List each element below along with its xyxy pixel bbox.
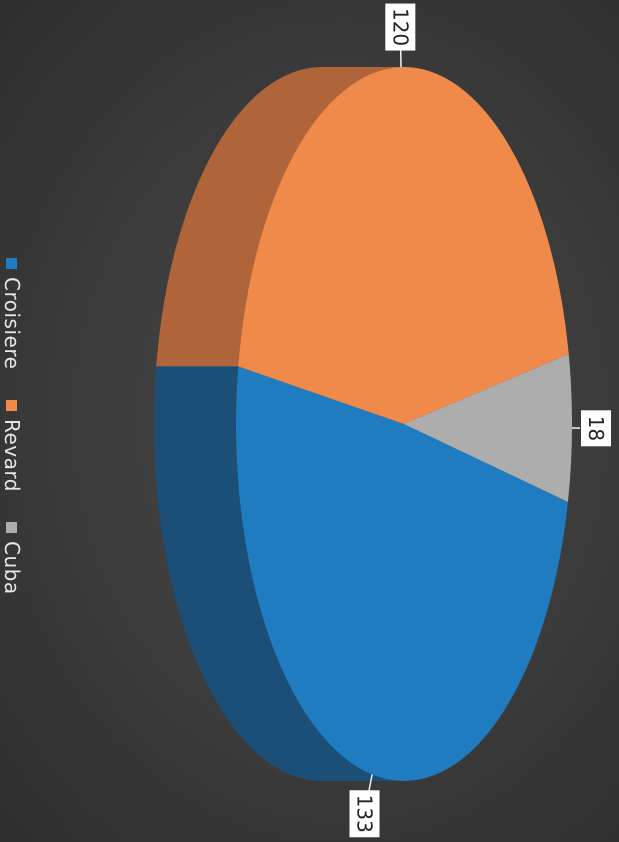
data-label-text: 18: [584, 416, 608, 441]
data-label-text: 120: [388, 8, 412, 46]
data-labels: 133 120 18: [349, 3, 611, 838]
data-label-cuba: 18: [580, 410, 611, 447]
data-label-box: [349, 790, 380, 838]
pie-3d-sides: [154, 67, 404, 781]
data-label-revard: 120: [385, 3, 416, 51]
data-label-box: [580, 410, 611, 447]
pie-side-croisiere: [154, 366, 404, 781]
data-label-croisiere: 133: [349, 790, 380, 838]
pie-top-face: [236, 66, 572, 781]
pie-slice-croisiere: [236, 366, 568, 781]
data-label-box: [385, 3, 416, 51]
pie-side-revard: [156, 67, 404, 367]
pie-slice-cuba: [404, 354, 572, 502]
pie-slice-revard: [238, 66, 569, 424]
data-label-text: 133: [353, 795, 377, 833]
